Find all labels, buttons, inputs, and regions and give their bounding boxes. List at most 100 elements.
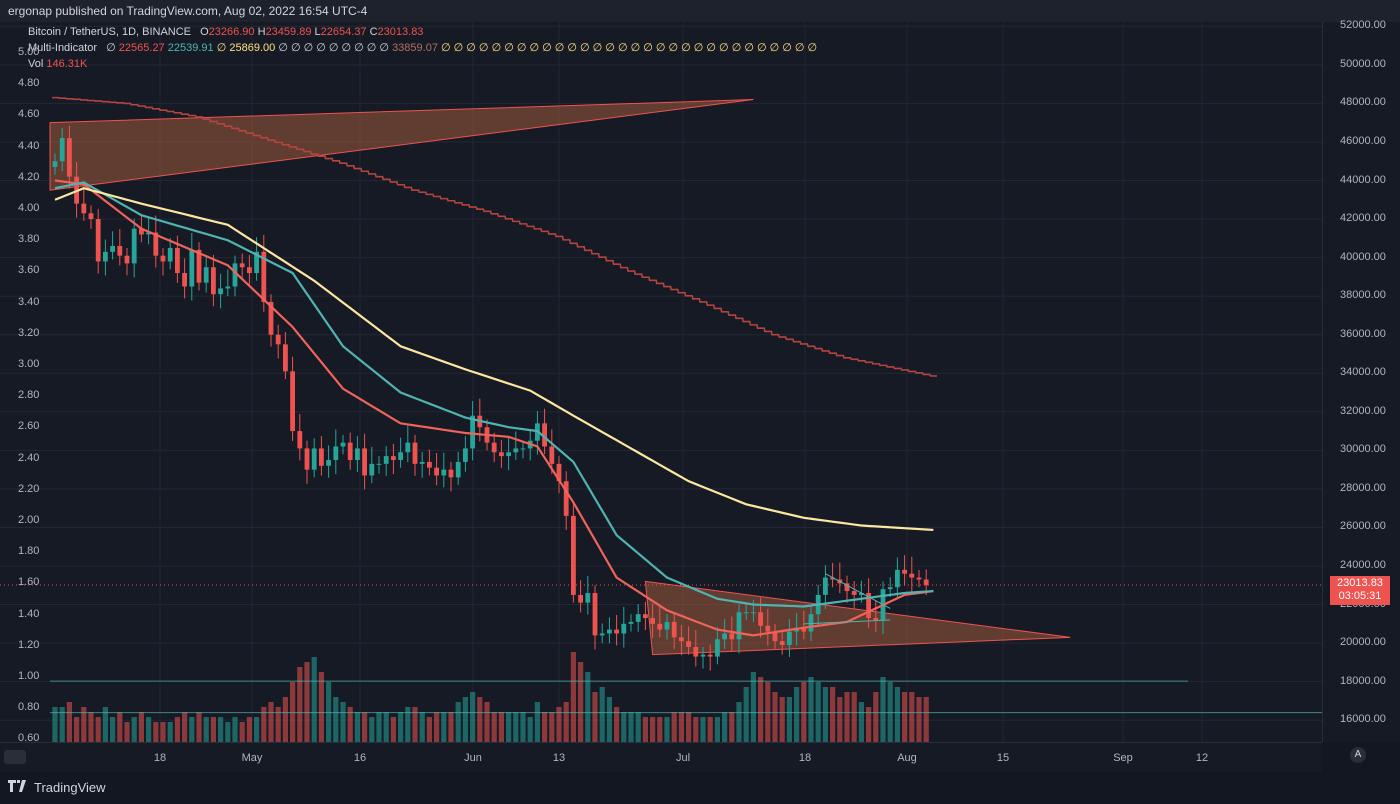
time-tick-label: 12 [1195, 752, 1209, 764]
candle-body [398, 452, 403, 460]
wedge-line [803, 619, 891, 625]
price-tick-label: 18000.00 [1340, 674, 1386, 687]
low-label: L [314, 26, 321, 38]
indicator-name[interactable]: Multi-Indicator [28, 42, 98, 54]
left-tick-label: 1.00 [18, 670, 40, 682]
volume-bar [383, 712, 389, 742]
volume-bar [182, 712, 188, 742]
candle-body [297, 431, 303, 449]
price-tick-label: 30000.00 [1340, 443, 1386, 456]
left-tick-label: 2.40 [18, 451, 40, 464]
high-value: 23459.89 [265, 26, 312, 38]
candle-body [448, 469, 454, 478]
close-value: 23013.83 [377, 26, 424, 38]
volume-bar [52, 707, 58, 742]
candle-body [412, 442, 418, 464]
tradingview-logo[interactable]: TradingView [8, 780, 106, 795]
candle-body [290, 371, 295, 432]
volume-bar [210, 717, 216, 742]
volume-bar [347, 707, 353, 742]
candle-body [772, 631, 778, 642]
legend-symbol-row: Bitcoin / TetherUS, 1D, BINANCE O23266.9… [28, 24, 817, 40]
published-text: ergonap published on TradingView.com, Au… [8, 4, 368, 18]
left-tick-label: 0.80 [18, 701, 40, 714]
candle-body [851, 591, 857, 595]
candle-body [52, 161, 58, 168]
volume-bar [261, 707, 267, 742]
indicator-value-2: 22539.91 [167, 42, 214, 54]
volume-bar [693, 717, 699, 742]
volume-bar [686, 712, 692, 742]
indicator-value-4: 33859.07 [392, 42, 438, 54]
volume-bar [556, 707, 562, 742]
volume-label[interactable]: Vol [28, 58, 44, 70]
volume-bar [88, 712, 94, 742]
candle-body [340, 442, 346, 447]
volume-bar [491, 712, 497, 742]
candle-body [585, 592, 591, 603]
candle-body [650, 618, 655, 624]
candle-body [686, 641, 691, 647]
candle-body [722, 633, 727, 640]
volume-bar [340, 702, 346, 742]
candle-body [369, 463, 375, 476]
volume-bar [333, 697, 339, 742]
ma-line-ema-red [54, 179, 934, 637]
volume-bar [419, 712, 425, 742]
candle-body [110, 246, 115, 252]
candle-body [441, 469, 447, 476]
volume-bar [902, 692, 908, 742]
null-mark: ∅ [106, 42, 116, 54]
volume-bar [412, 707, 418, 742]
candle-body [275, 334, 281, 345]
candle-body [873, 618, 879, 620]
candle-body [779, 641, 785, 646]
volume-bar [599, 687, 605, 742]
volume-bar [196, 712, 202, 742]
time-axis[interactable] [0, 742, 1322, 773]
indicator-value-3: 25869.00 [229, 42, 276, 54]
volume-bar [275, 707, 281, 742]
candle-body [592, 592, 598, 636]
volume-bar [376, 712, 382, 742]
volume-bar [635, 712, 641, 742]
candle-body [333, 446, 339, 460]
close-label: C [369, 26, 378, 38]
candle-body [283, 344, 288, 372]
volume-bar [477, 697, 483, 742]
left-tick-label: 2.60 [18, 420, 40, 433]
price-tick-label: 32000.00 [1340, 404, 1386, 417]
auto-scale-button[interactable]: A [1350, 747, 1366, 763]
volume-bar [621, 712, 627, 742]
left-tick-label: 4.00 [18, 202, 40, 214]
candle-body [117, 246, 123, 256]
volume-bar [174, 717, 180, 742]
candle-body [621, 623, 627, 634]
left-tick-label: 0.60 [18, 732, 40, 745]
volume-bar [297, 667, 303, 742]
upper-triangle-pattern [49, 99, 754, 191]
volume-bar [254, 717, 260, 742]
volume-bar [765, 682, 771, 742]
candle-body [391, 456, 396, 460]
axis-settings-button[interactable] [4, 750, 26, 764]
time-tick-label: 15 [996, 752, 1010, 764]
volume-bar [801, 682, 807, 742]
candle-body [736, 612, 742, 640]
symbol-title[interactable]: Bitcoin / TetherUS, 1D, BINANCE [28, 26, 192, 38]
price-tick-label: 48000.00 [1340, 96, 1386, 109]
candle-body [635, 614, 641, 622]
time-tick-label: May [241, 752, 263, 764]
volume-bar [722, 712, 728, 742]
candle-body [542, 423, 547, 447]
volume-bar [549, 712, 555, 742]
price-axis[interactable] [1322, 22, 1400, 742]
volume-bar [218, 717, 224, 742]
volume-bar [808, 677, 814, 742]
volume-bar [66, 702, 72, 742]
volume-bar [239, 722, 245, 742]
candle-body [844, 583, 850, 592]
volume-value: 146.31K [46, 58, 88, 70]
candle-body [693, 646, 699, 657]
